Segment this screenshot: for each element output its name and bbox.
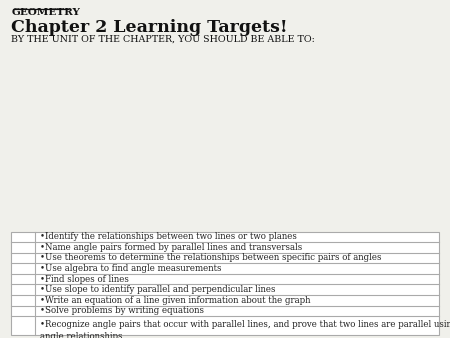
Bar xyxy=(11,232,439,335)
Text: Chapter 2 Learning Targets!: Chapter 2 Learning Targets! xyxy=(11,19,288,35)
Text: •Identify the relationships between two lines or two planes: •Identify the relationships between two … xyxy=(40,232,297,241)
Text: GEOMETRY: GEOMETRY xyxy=(11,8,80,18)
Text: •Use algebra to find angle measurements: •Use algebra to find angle measurements xyxy=(40,264,222,273)
Text: •Name angle pairs formed by parallel lines and transversals: •Name angle pairs formed by parallel lin… xyxy=(40,243,302,252)
Text: •Solve problems by writing equations: •Solve problems by writing equations xyxy=(40,306,204,315)
Text: •Use slope to identify parallel and perpendicular lines: •Use slope to identify parallel and perp… xyxy=(40,285,276,294)
Text: •Find slopes of lines: •Find slopes of lines xyxy=(40,274,129,284)
Text: •Write an equation of a line given information about the graph: •Write an equation of a line given infor… xyxy=(40,296,310,305)
Text: BY THE UNIT OF THE CHAPTER, YOU SHOULD BE ABLE TO:: BY THE UNIT OF THE CHAPTER, YOU SHOULD B… xyxy=(11,34,315,44)
Text: •Use theorems to determine the relationships between specific pairs of angles: •Use theorems to determine the relations… xyxy=(40,254,382,263)
Text: •Recognize angle pairs that occur with parallel lines, and prove that two lines : •Recognize angle pairs that occur with p… xyxy=(40,320,450,338)
